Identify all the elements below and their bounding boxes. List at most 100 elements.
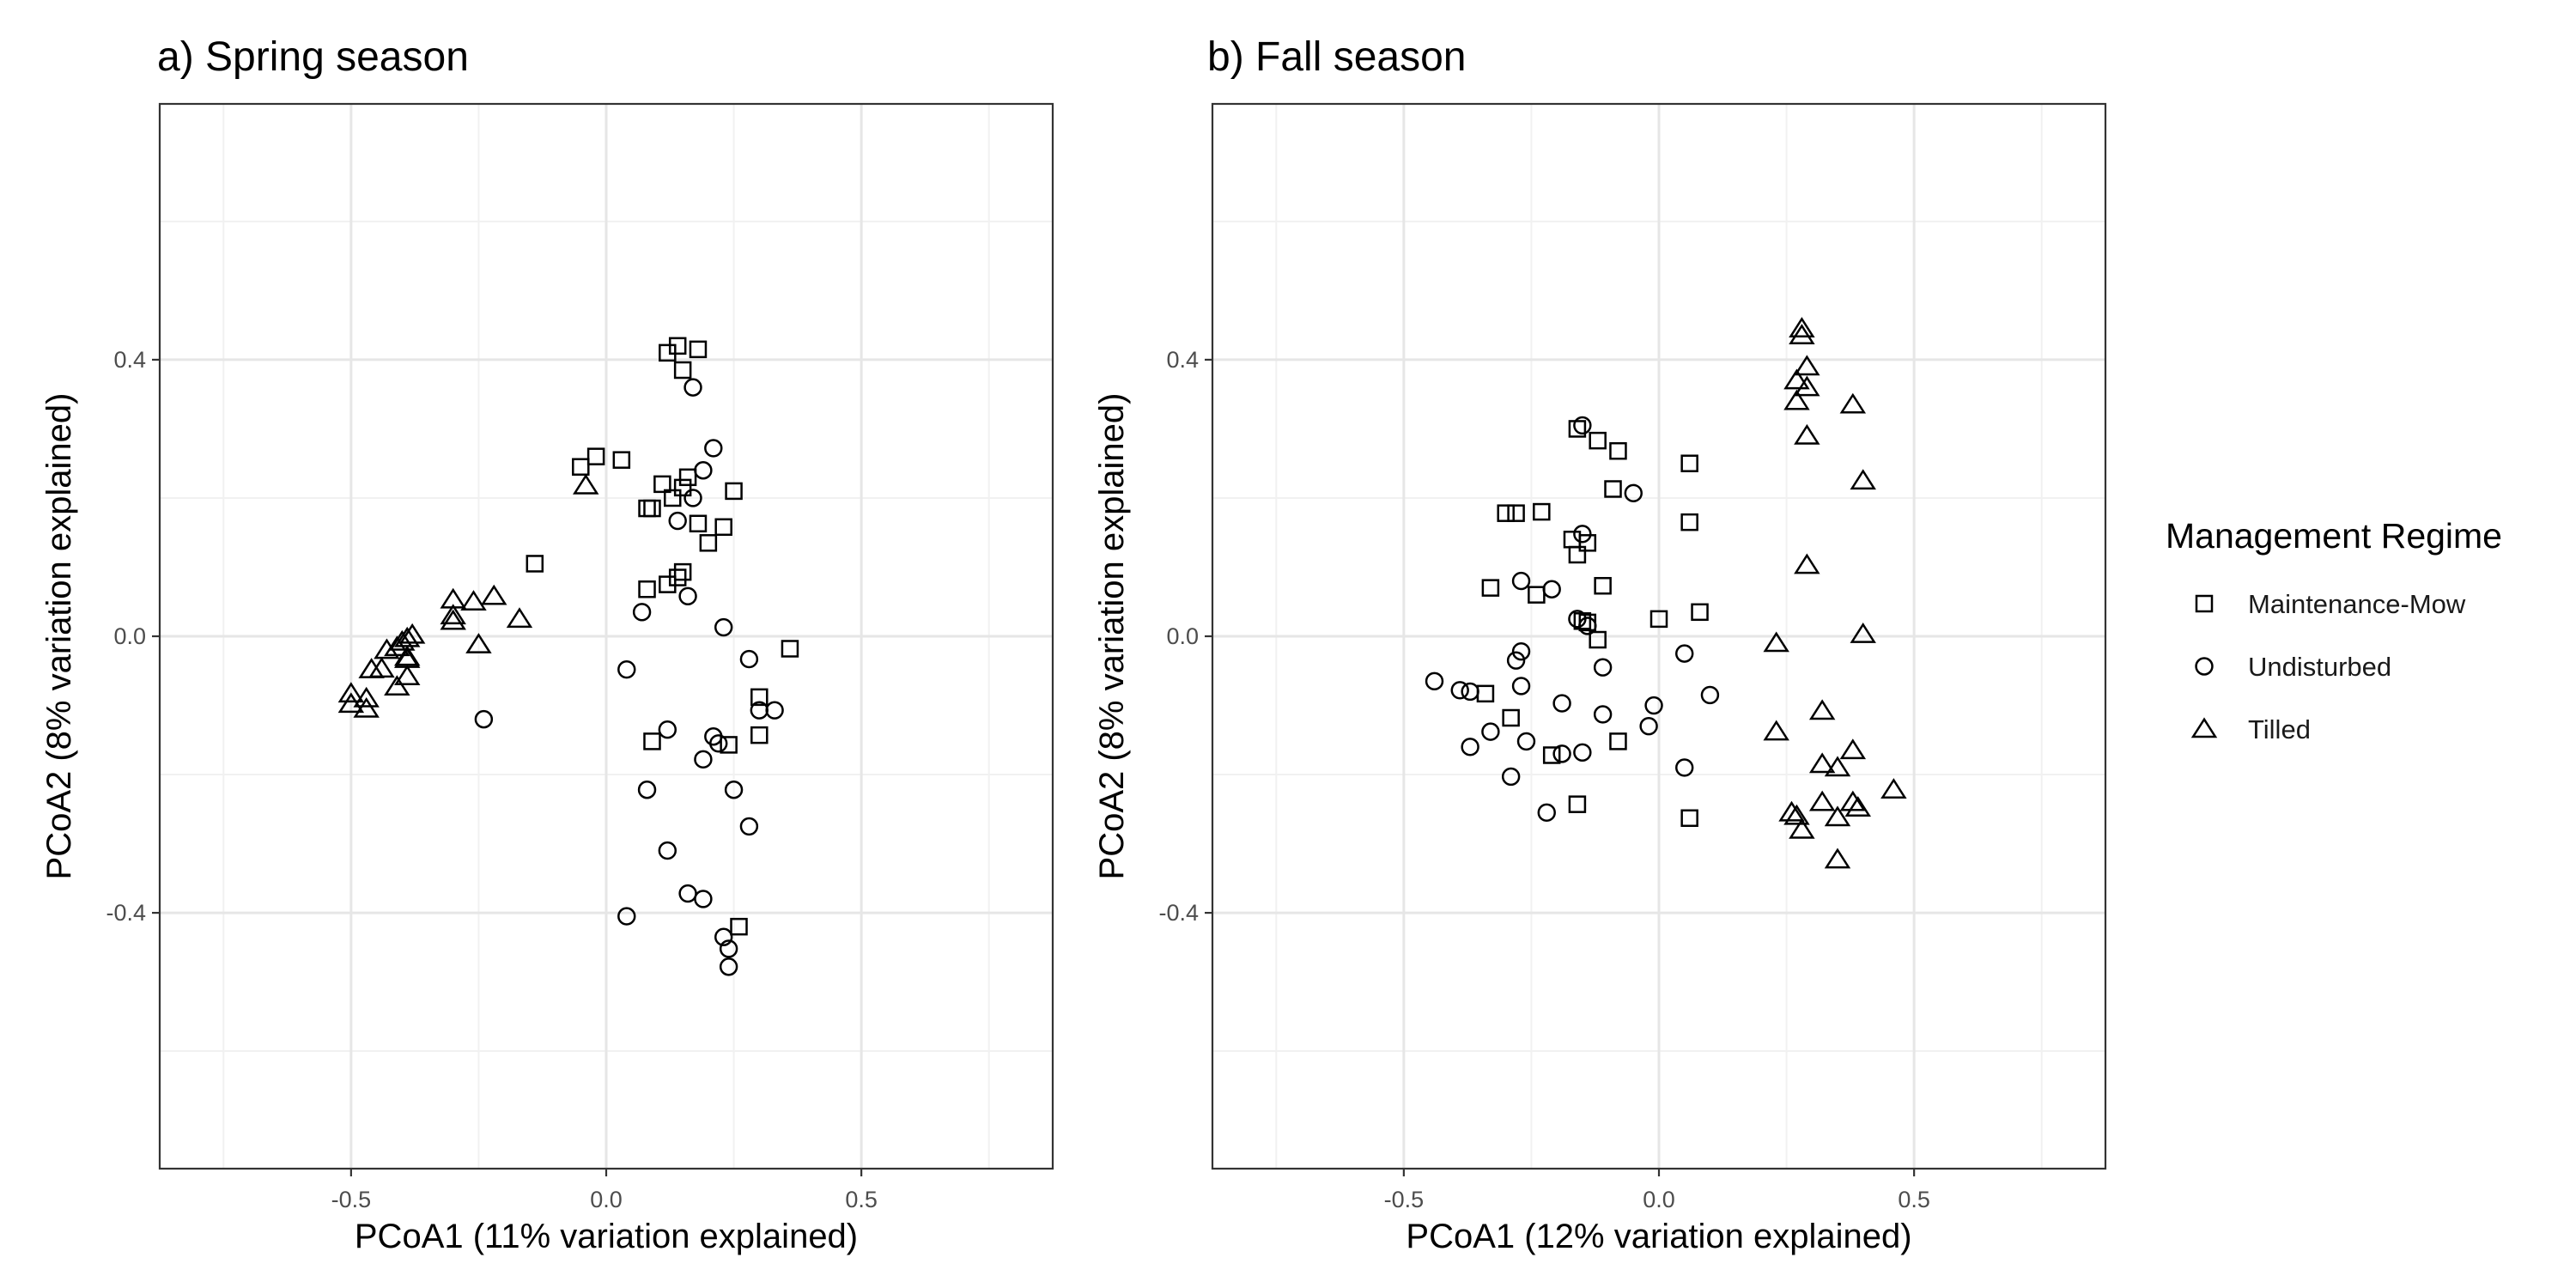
- point-maintenance-mow: [725, 482, 743, 501]
- point-maintenance-mow: [1533, 502, 1551, 521]
- point-tilled: [481, 584, 507, 605]
- point-maintenance-mow: [714, 518, 732, 537]
- point-maintenance-mow: [586, 447, 605, 465]
- point-tilled: [398, 623, 426, 644]
- point-undisturbed: [739, 649, 759, 669]
- point-undisturbed: [709, 734, 728, 753]
- point-undisturbed: [1481, 722, 1500, 741]
- point-tilled: [1789, 817, 1815, 839]
- point-tilled: [1808, 699, 1836, 720]
- legend-label-undisturbed: Undisturbed: [2248, 652, 2391, 682]
- x-tick-label: 0.5: [845, 1187, 878, 1212]
- point-tilled: [1794, 355, 1820, 376]
- point-maintenance-mow: [1528, 586, 1546, 604]
- point-maintenance-mow: [689, 340, 708, 359]
- point-tilled: [573, 473, 599, 495]
- point-undisturbed: [658, 841, 677, 860]
- point-tilled: [337, 692, 365, 714]
- point-tilled: [1824, 756, 1851, 777]
- point-tilled: [1824, 805, 1851, 827]
- y-tick-label: 0.4: [1166, 347, 1199, 373]
- point-maintenance-mow: [673, 478, 692, 497]
- x-tick-label: -0.5: [1384, 1187, 1425, 1212]
- point-undisturbed: [668, 511, 687, 531]
- point-maintenance-mow: [1691, 603, 1709, 622]
- legend-keys: [2190, 594, 2218, 738]
- point-maintenance-mow: [1578, 534, 1597, 552]
- point-undisturbed: [632, 603, 652, 622]
- point-maintenance-mow: [1604, 480, 1622, 498]
- point-tilled: [440, 609, 466, 630]
- point-undisturbed: [637, 781, 657, 799]
- point-undisturbed: [617, 659, 636, 679]
- point-maintenance-mow: [1589, 630, 1607, 649]
- point-undisturbed: [1552, 744, 1571, 763]
- point-undisturbed: [658, 720, 677, 739]
- point-undisturbed: [714, 927, 733, 946]
- y-axis-title-spring: PCoA2 (8% variation explained): [40, 393, 78, 880]
- legend: Management Regime Maintenance-Mow Undist…: [2166, 516, 2502, 744]
- point-undisturbed: [694, 461, 713, 480]
- point-maintenance-mow: [1649, 610, 1668, 629]
- y-tick-label: 0.0: [113, 623, 146, 649]
- point-undisturbed: [1501, 767, 1521, 787]
- point-maintenance-mow: [664, 489, 682, 507]
- point-maintenance-mow: [781, 640, 799, 658]
- point-tilled: [358, 658, 385, 678]
- x-tick-label: -0.5: [331, 1187, 372, 1212]
- point-tilled: [384, 675, 410, 696]
- point-maintenance-mow: [750, 688, 769, 707]
- point-maintenance-mow: [1542, 746, 1561, 764]
- point-maintenance-mow: [638, 580, 656, 598]
- point-maintenance-mow: [1568, 795, 1587, 813]
- y-axis-title-fall: PCoA2 (8% variation explained): [1093, 393, 1131, 880]
- point-maintenance-mow: [668, 337, 687, 355]
- point-tilled: [1783, 368, 1810, 390]
- point-maintenance-mow: [1476, 684, 1495, 703]
- point-undisturbed: [1516, 732, 1536, 751]
- point-maintenance-mow: [1609, 441, 1627, 460]
- point-undisturbed: [719, 939, 738, 958]
- point-maintenance-mow: [678, 468, 697, 487]
- grid-spring: [160, 104, 1053, 1169]
- point-maintenance-mow: [1568, 420, 1587, 438]
- point-undisturbed: [1450, 681, 1469, 700]
- point-tilled: [440, 604, 466, 625]
- point-maintenance-mow: [1502, 708, 1520, 727]
- point-maintenance-mow: [689, 514, 708, 533]
- point-maintenance-mow: [673, 361, 692, 380]
- ticks-spring: -0.5 0.0 0.5 -0.4 0.0 0.4: [106, 347, 877, 1212]
- y-tick-label: -0.4: [106, 900, 146, 926]
- point-tilled: [1808, 790, 1836, 811]
- point-maintenance-mow: [1680, 513, 1698, 532]
- point-tilled: [1794, 423, 1820, 445]
- point-maintenance-mow: [526, 555, 544, 573]
- point-undisturbed: [678, 586, 697, 605]
- point-undisturbed: [1461, 682, 1479, 702]
- point-maintenance-mow: [643, 499, 661, 518]
- points-fall: [1425, 317, 1907, 869]
- point-maintenance-mow: [612, 451, 631, 469]
- y-tick-label: 0.0: [1166, 623, 1199, 649]
- point-tilled: [1789, 324, 1815, 344]
- point-maintenance-mow: [673, 562, 692, 581]
- point-undisturbed: [474, 709, 494, 729]
- point-tilled: [460, 590, 487, 611]
- point-tilled: [1763, 631, 1789, 653]
- point-undisturbed: [694, 890, 713, 908]
- point-tilled: [465, 633, 492, 653]
- point-undisturbed: [724, 781, 744, 799]
- point-tilled: [506, 607, 533, 629]
- point-undisturbed: [704, 439, 723, 458]
- point-undisturbed: [1537, 803, 1556, 823]
- point-tilled: [1880, 778, 1907, 799]
- point-undisturbed: [1644, 696, 1663, 715]
- point-undisturbed: [1506, 651, 1526, 670]
- point-tilled: [1763, 720, 1789, 741]
- x-axis-title-fall: PCoA1 (12% variation explained): [1406, 1218, 1911, 1255]
- point-maintenance-mow: [1568, 545, 1587, 564]
- point-undisturbed: [1578, 617, 1597, 635]
- point-maintenance-mow: [1589, 431, 1607, 450]
- legend-label-tilled: Tilled: [2248, 714, 2311, 744]
